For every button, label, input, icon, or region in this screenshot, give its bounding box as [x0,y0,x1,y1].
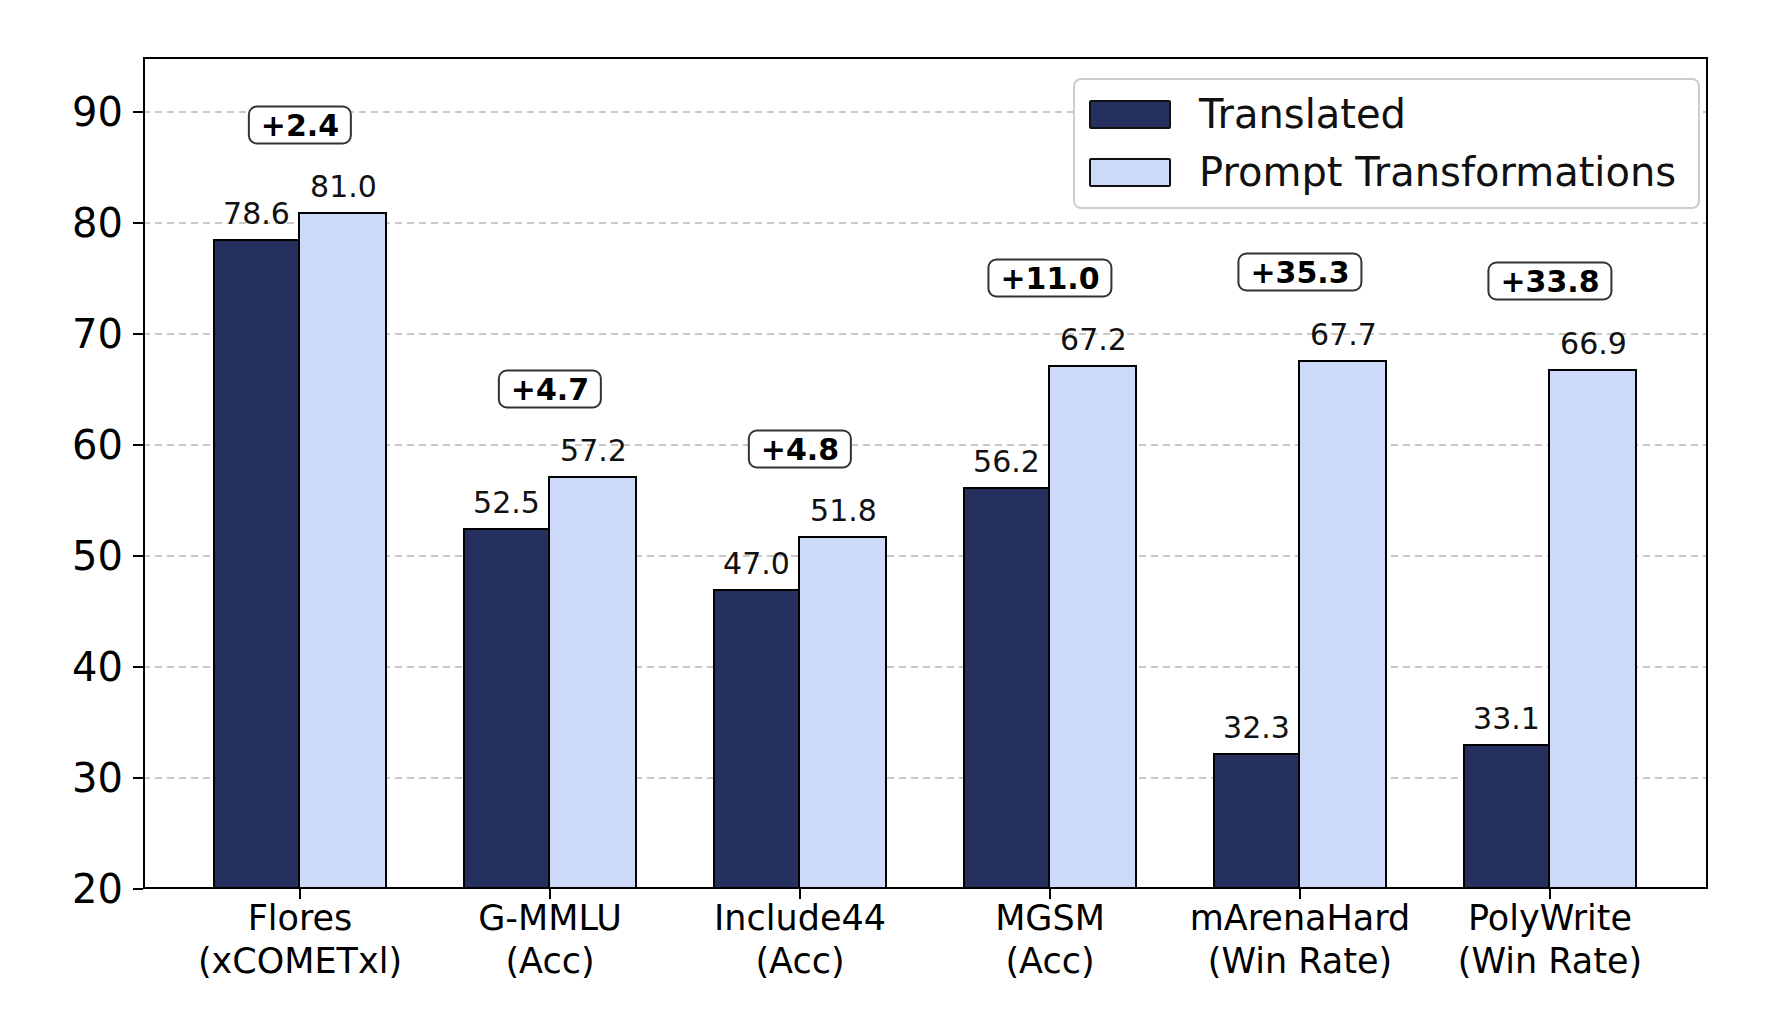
bar-translated-flores [213,239,300,889]
delta-badge-include44: +4.8 [748,429,852,468]
y-tick-label-50: 50 [0,532,123,580]
delta-badge-mgsm: +11.0 [987,258,1112,297]
bar-translated-mgsm [963,487,1050,889]
y-tick-mark-30 [133,777,143,779]
legend-entry-prompt-transformations: Prompt Transformations [1089,158,1688,187]
bar-value-translated-polywrite: 33.1 [1473,702,1540,736]
bar-translated-g-mmlu [463,528,550,889]
y-tick-label-90: 90 [0,88,123,136]
bar-prompt-transformations-g-mmlu [548,476,637,889]
x-tick-mark-polywrite [1549,889,1551,899]
bar-prompt-transformations-flores [298,212,387,889]
bar-value-prompt-transformations-g-mmlu: 57.2 [560,434,627,468]
legend-swatch-translated [1089,100,1171,129]
bar-value-prompt-transformations-mgsm: 67.2 [1060,323,1127,357]
x-tick-label-mgsm: MGSM(Acc) [995,897,1105,983]
delta-badge-g-mmlu: +4.7 [498,369,602,408]
delta-badge-polywrite: +33.8 [1487,262,1612,301]
bar-prompt-transformations-mgsm [1048,365,1137,889]
delta-badge-flores: +2.4 [248,105,352,144]
y-tick-mark-70 [133,333,143,335]
x-tick-mark-g-mmlu [549,889,551,899]
x-tick-label-polywrite: PolyWrite(Win Rate) [1458,897,1642,983]
x-tick-mark-marenahard [1299,889,1301,899]
y-tick-label-40: 40 [0,643,123,691]
bar-value-translated-g-mmlu: 52.5 [473,486,540,520]
bar-translated-include44 [713,589,800,889]
bar-value-prompt-transformations-polywrite: 66.9 [1560,327,1627,361]
x-tick-label-include44: Include44(Acc) [714,897,886,983]
bar-translated-polywrite [1463,744,1550,889]
x-tick-mark-flores [299,889,301,899]
y-tick-mark-20 [133,888,143,890]
x-tick-label-marenahard: mArenaHard(Win Rate) [1190,897,1411,983]
bar-value-prompt-transformations-flores: 81.0 [310,170,377,204]
bar-value-prompt-transformations-include44: 51.8 [810,494,877,528]
legend-entry-translated: Translated [1089,100,1688,129]
bar-value-translated-mgsm: 56.2 [973,445,1040,479]
x-tick-label-g-mmlu: G-MMLU(Acc) [478,897,622,983]
delta-badge-marenahard: +35.3 [1237,253,1362,292]
y-tick-label-70: 70 [0,310,123,358]
y-tick-mark-90 [133,111,143,113]
bar-value-prompt-transformations-marenahard: 67.7 [1310,318,1377,352]
legend-label-prompt-transformations: Prompt Transformations [1199,158,1676,187]
bar-value-translated-include44: 47.0 [723,547,790,581]
x-tick-label-flores: Flores(xCOMETxl) [198,897,402,983]
legend-label-translated: Translated [1199,100,1406,129]
bar-chart-figure: Translated Prompt Transformations 20 30 40… [0,0,1792,1030]
legend-swatch-prompt-transformations [1089,158,1171,187]
y-tick-mark-50 [133,555,143,557]
bar-prompt-transformations-polywrite [1548,369,1637,889]
x-tick-mark-include44 [799,889,801,899]
bar-value-translated-flores: 78.6 [223,197,290,231]
y-tick-mark-40 [133,666,143,668]
legend: Translated Prompt Transformations [1073,78,1700,209]
bar-value-translated-marenahard: 32.3 [1223,711,1290,745]
y-tick-mark-80 [133,222,143,224]
y-tick-label-60: 60 [0,421,123,469]
y-tick-label-30: 30 [0,754,123,802]
bar-prompt-transformations-marenahard [1298,360,1387,889]
bar-prompt-transformations-include44 [798,536,887,889]
y-tick-label-80: 80 [0,199,123,247]
bar-translated-marenahard [1213,753,1300,889]
y-tick-mark-60 [133,444,143,446]
y-tick-label-20: 20 [0,865,123,913]
x-tick-mark-mgsm [1049,889,1051,899]
